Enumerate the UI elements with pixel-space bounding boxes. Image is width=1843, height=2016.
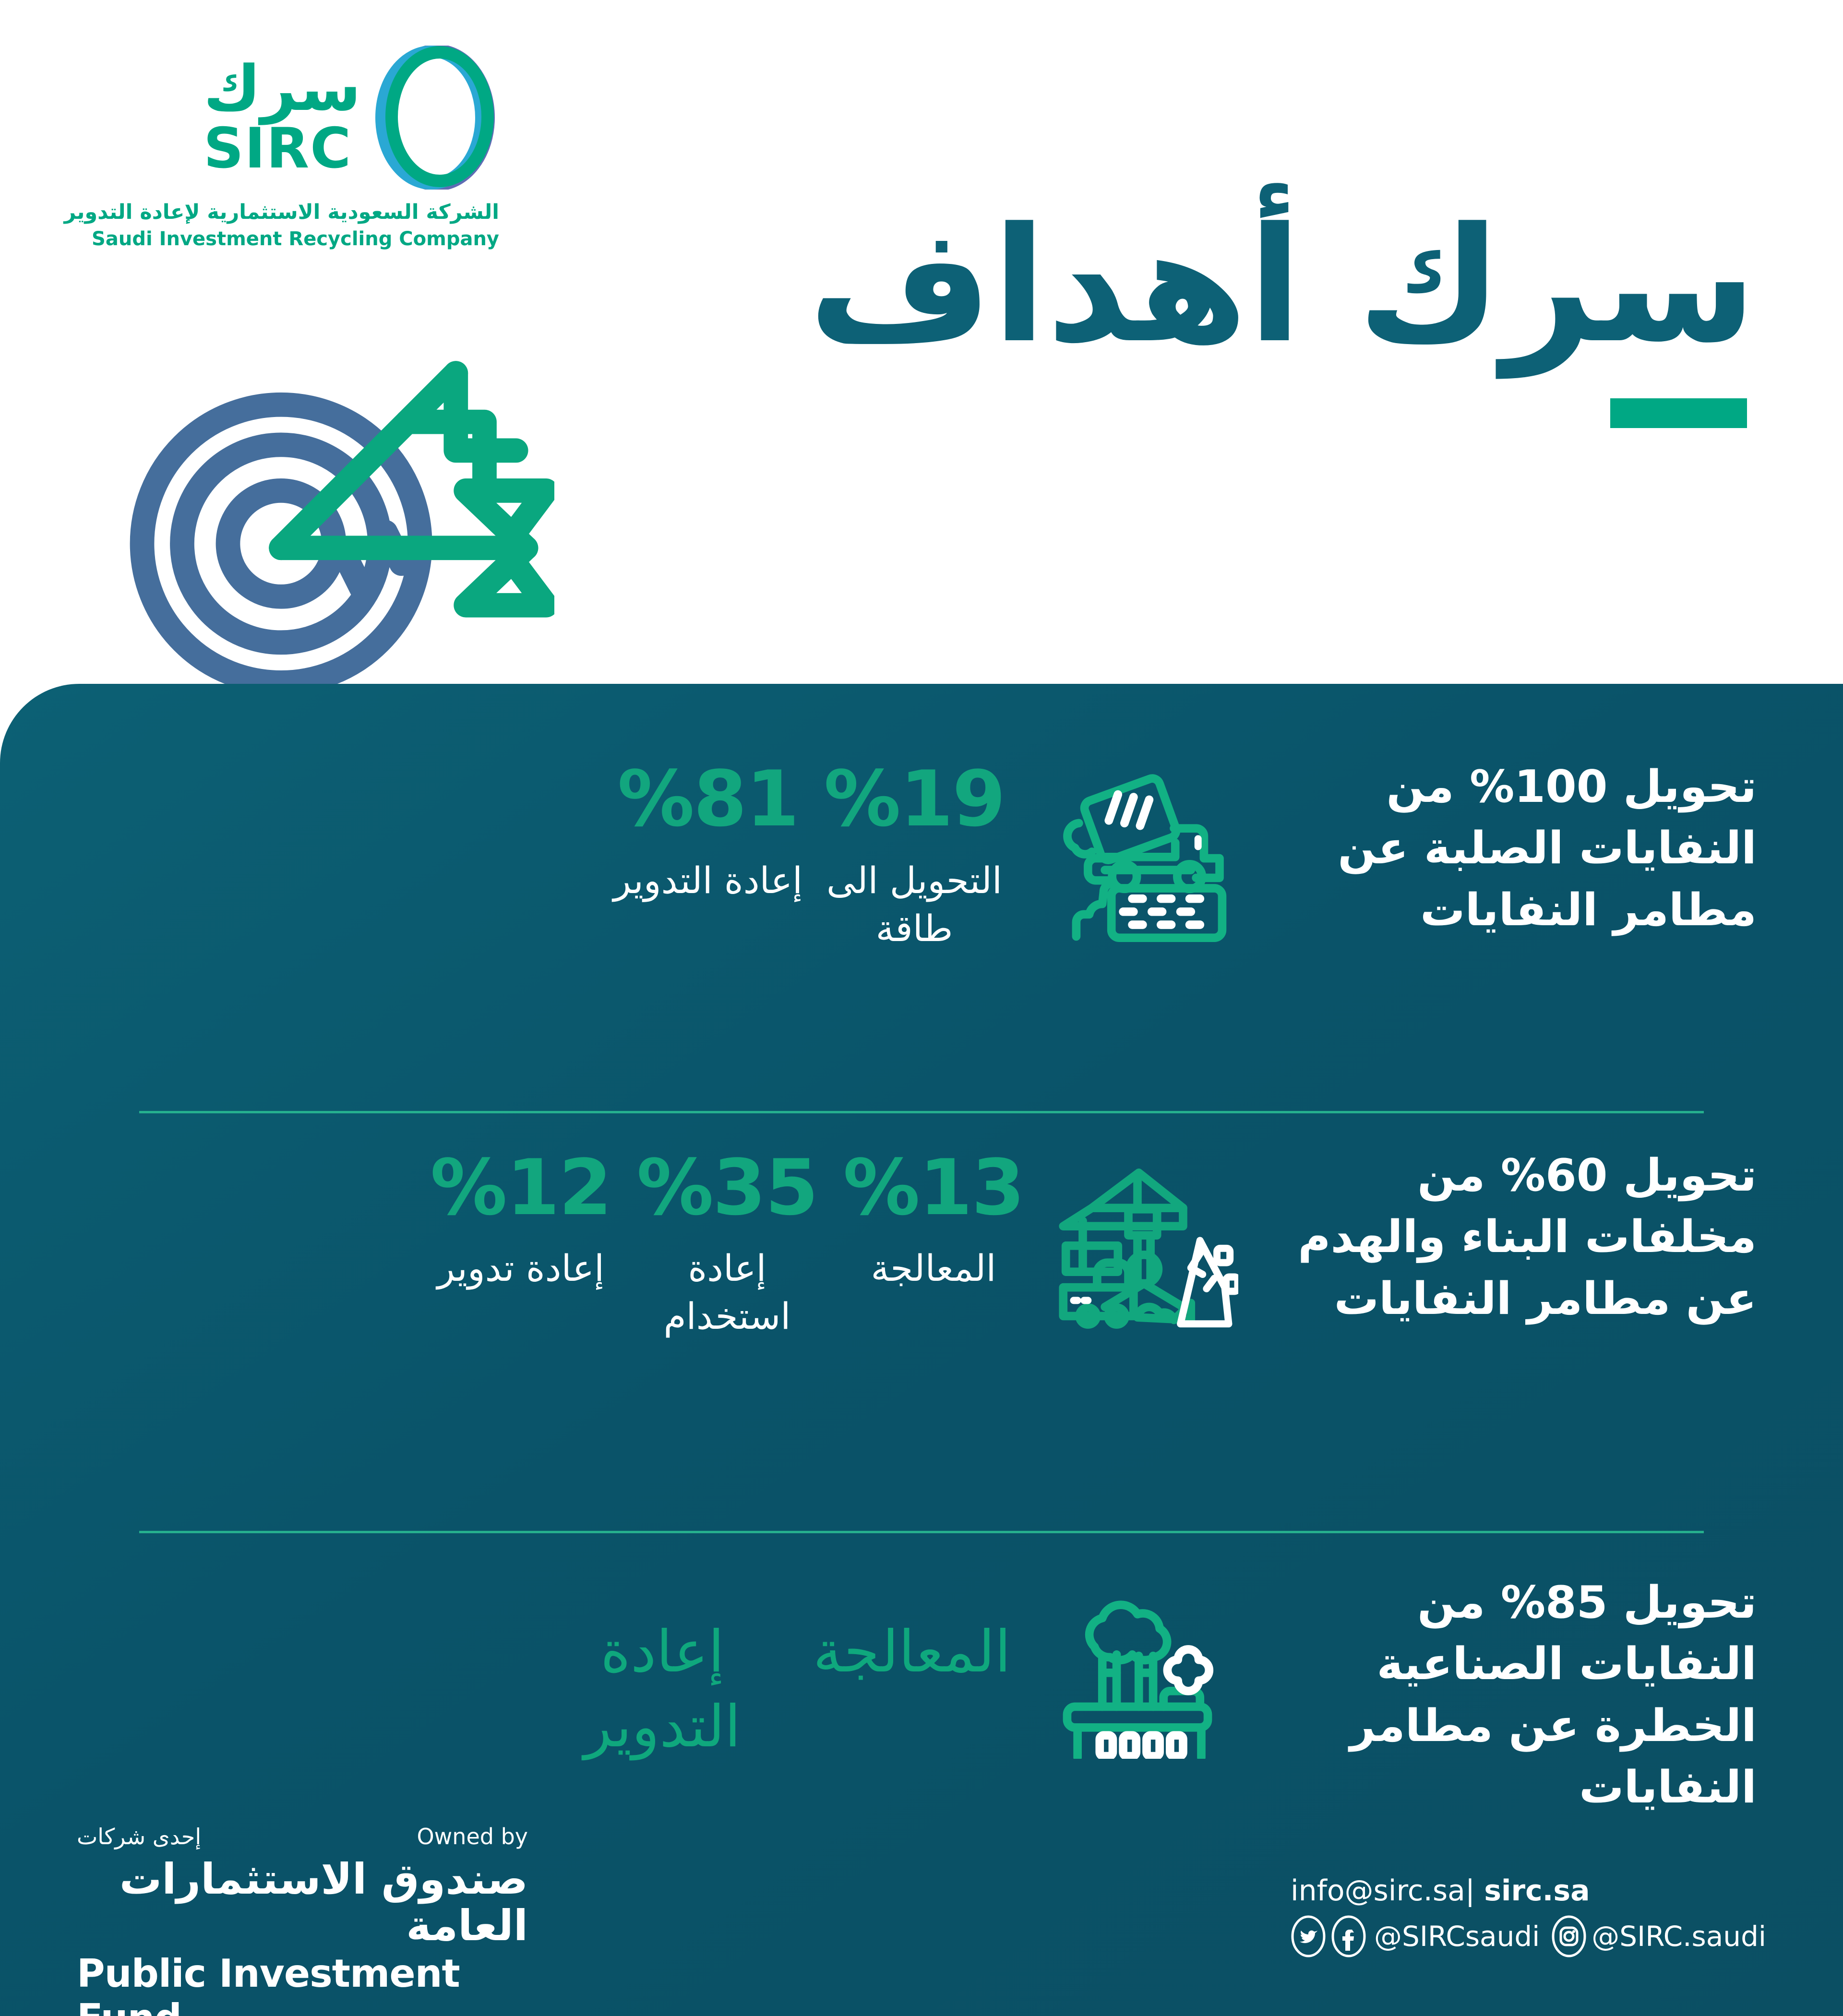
logo-wordmark: سرك SIRC: [203, 52, 362, 181]
metric-value: %13: [843, 1143, 1025, 1232]
stat-row-hazardous-industrial-waste: تحويل 85% من النفايات الصناعية الخطرة عن…: [0, 1572, 1843, 1818]
logo-subtitle-english: Saudi Investment Recycling Company: [92, 228, 499, 250]
metric-label: المعالجة: [813, 1619, 1011, 1685]
metric-value: %35: [636, 1143, 819, 1232]
metric-item: %13 المعالجة: [830, 1149, 1037, 1341]
metric-item: %12 إعادة تدوير: [418, 1149, 624, 1341]
stat-row-solid-waste: تحويل 100% من النفايات الصلبة عن مطامر ا…: [0, 756, 1843, 953]
contact-email[interactable]: info@sirc.sa: [1291, 1874, 1465, 1908]
contact-separator: |: [1465, 1874, 1475, 1908]
row-divider: [139, 1531, 1704, 1533]
metric-label: إعادة تدوير: [437, 1247, 605, 1289]
facebook-icon[interactable]: [1331, 1915, 1366, 1957]
instagram-handle[interactable]: @SIRC.saudi: [1592, 1920, 1766, 1953]
page-title: سرك أهداف: [808, 206, 1757, 430]
stat-statement: تحويل 85% من النفايات الصناعية الخطرة عن…: [1350, 1576, 1757, 1813]
pif-owned-by-label: Owned by: [417, 1824, 528, 1849]
pif-arabic-name: صندوق الاستثمارات العامة: [119, 1854, 528, 1950]
twitter-icon[interactable]: [1291, 1915, 1326, 1957]
stat-statement: تحويل 60% من مخلفات البناء والهدم عن مطا…: [1298, 1149, 1757, 1324]
metric-label: المعالجة: [871, 1247, 996, 1289]
pif-arabic-prefix: إحدى شركات: [77, 1824, 202, 1849]
logo-arabic-wordmark: سرك: [203, 52, 362, 125]
metric-label: إعادة التدوير: [584, 1619, 741, 1760]
row-divider: [139, 1111, 1704, 1113]
logo-latin-wordmark: SIRC: [203, 116, 352, 181]
metric-value: %81: [617, 754, 800, 844]
metric-item: %19 التحويل الى طاقة: [811, 761, 1017, 953]
contact-website[interactable]: sirc.sa: [1484, 1874, 1590, 1908]
stats-panel: تحويل 100% من النفايات الصلبة عن مطامر ا…: [0, 684, 1843, 2016]
logo-subtitle-arabic: الشركة السعودية الاستثمارية لإعادة التدو…: [64, 200, 499, 224]
title-underline-rule: [1610, 398, 1747, 428]
metric-item: إعادة التدوير: [538, 1576, 787, 1765]
factory-smokestack-icon: [1063, 1600, 1214, 1759]
pif-ownership-block: إحدى شركات Owned by صندوق الاستثمارات ال…: [77, 1824, 528, 2016]
metric-item: %81 إعادة التدوير: [605, 761, 811, 953]
contact-block: info@sirc.sa| sirc.sa @SIRCsaudi @SIRC.s…: [1291, 1874, 1766, 1957]
pif-english-name: Public Investment Fund: [77, 1951, 460, 2016]
metric-label: إعادة التدوير: [613, 859, 803, 902]
metric-label: التحويل الى طاقة: [826, 859, 1002, 950]
sirc-logo: سرك SIRC الشركة السعودية الاستثمارية لإع…: [64, 46, 499, 250]
stat-row-construction-demolition: تحويل 60% من مخلفات البناء والهدم عن مطا…: [0, 1145, 1843, 1341]
page-title-main: أهداف: [808, 193, 1302, 378]
metric-item: المعالجة: [787, 1576, 1037, 1690]
page-title-accent: سرك: [1357, 193, 1757, 378]
instagram-icon[interactable]: [1551, 1915, 1587, 1957]
metric-value: %19: [824, 754, 1006, 844]
metric-item: %35 إعادة استخدام: [624, 1149, 830, 1341]
dump-truck-landfill-icon: [1063, 774, 1227, 942]
stat-statement: تحويل 100% من النفايات الصلبة عن مطامر ا…: [1338, 761, 1757, 936]
metric-label: إعادة استخدام: [663, 1247, 791, 1338]
metric-value: %12: [430, 1143, 612, 1232]
sirc-ring-logo-icon: [375, 46, 495, 190]
twitter-handle[interactable]: @SIRCsaudi: [1374, 1920, 1540, 1953]
target-arrow-icon: [130, 361, 554, 695]
construction-crane-icon: [1059, 1169, 1238, 1329]
